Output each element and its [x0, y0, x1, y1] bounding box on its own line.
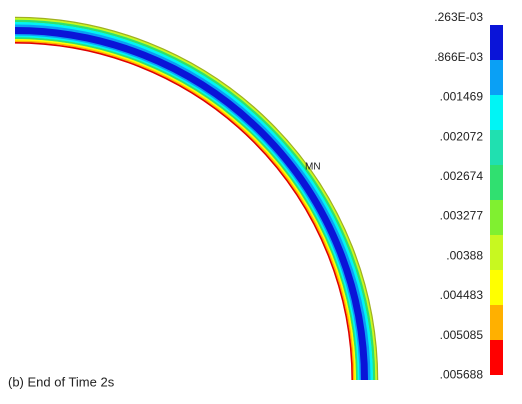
- legend-label: .002674: [440, 169, 484, 183]
- legend-label: .263E-03: [434, 10, 483, 24]
- contour-band: [14, 42, 353, 381]
- legend-label: .005688: [440, 367, 484, 381]
- contour-band: [14, 40, 355, 381]
- ring-contour: [14, 16, 379, 381]
- contour-band: [14, 37, 358, 381]
- legend-label: .002072: [440, 129, 484, 143]
- contour-band: [14, 35, 360, 381]
- legend-label: .004483: [440, 288, 484, 302]
- contour-band: [14, 19, 376, 381]
- contour-band: [14, 34, 361, 381]
- legend-swatch: [490, 95, 503, 130]
- contour-band: [14, 18, 377, 381]
- color-legend: .263E-03 .866E-03 .001469 .002072 .002674 .00…: [434, 10, 503, 381]
- caption: (b) End of Time 2s: [8, 374, 115, 389]
- legend-swatch: [490, 165, 503, 200]
- legend-swatch: [490, 235, 503, 270]
- contour-band: [14, 39, 356, 381]
- legend-swatch: [490, 60, 503, 95]
- legend-swatch: [490, 130, 503, 165]
- legend-swatch: [490, 25, 503, 60]
- legend-label: .003277: [440, 209, 484, 223]
- legend-label: .001469: [440, 90, 484, 104]
- legend-label: .866E-03: [434, 50, 483, 64]
- legend-label: .00388: [446, 248, 483, 262]
- contour-band: [14, 16, 379, 381]
- legend-swatch: [490, 270, 503, 305]
- legend-swatch: [490, 340, 503, 375]
- min-marker: MN: [305, 162, 321, 173]
- legend-swatch: [490, 200, 503, 235]
- legend-label: .005085: [440, 328, 484, 342]
- legend-swatch: [490, 305, 503, 340]
- contour-band: [14, 27, 368, 381]
- contour-band: [14, 22, 373, 381]
